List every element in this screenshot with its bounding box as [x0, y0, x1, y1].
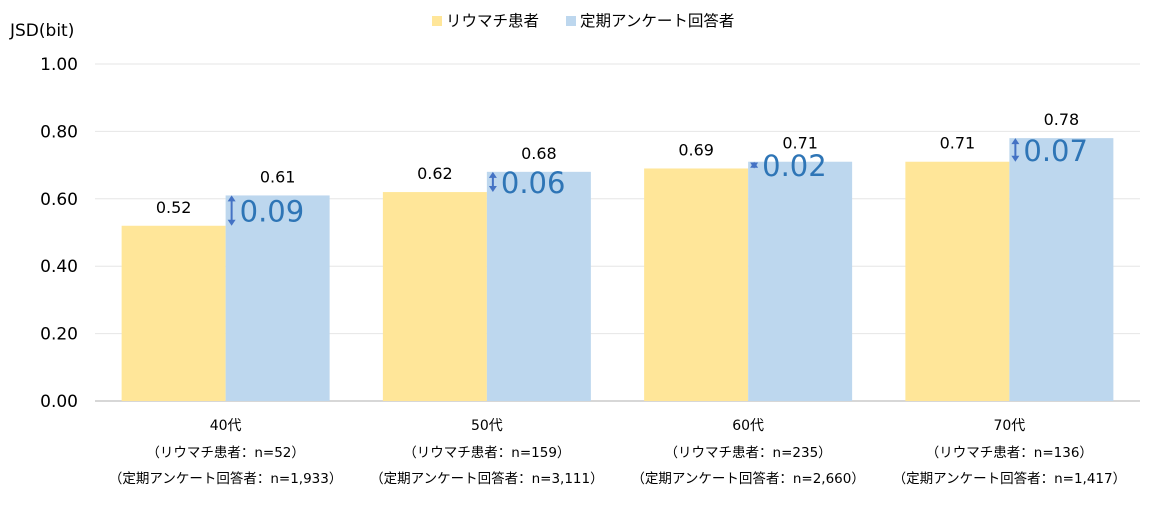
bar-rheumatoid [644, 168, 749, 401]
legend-label: 定期アンケート回答者 [580, 12, 734, 30]
x-tick-labels: 40代 （リウマチ患者：n=52） （定期アンケート回答者：n=1,933） 50代 （… [109, 418, 1126, 487]
difference-arrow-head-down [750, 162, 759, 169]
difference-arrow-head-down [488, 186, 497, 193]
y-tick-label: 1.00 [40, 55, 78, 75]
difference-arrow-head-down [1011, 155, 1020, 162]
x-tick-sublabel: （リウマチ患者：n=235） [665, 445, 832, 461]
data-label: 0.62 [417, 164, 453, 183]
data-label: 0.71 [940, 134, 976, 153]
y-tick-label: 0.60 [40, 190, 78, 210]
legend-swatch [566, 16, 576, 26]
x-tick-sublabel: （定期アンケート回答者：n=1,933） [109, 470, 342, 487]
y-tick-label: 0.00 [40, 392, 78, 412]
data-labels: 0.52 0.61 0.62 0.68 0.69 0.71 0.71 0.78 [156, 110, 1079, 217]
data-label: 0.71 [782, 134, 818, 153]
x-tick-sublabel: （定期アンケート回答者：n=3,111） [370, 470, 603, 487]
x-tick-label: 40代 [210, 418, 242, 434]
bar-rheumatoid [905, 161, 1010, 401]
legend: リウマチ患者 定期アンケート回答者 [432, 12, 734, 30]
difference-value: 0.09 [240, 195, 305, 229]
difference-arrow-head-up [227, 195, 236, 202]
data-label: 0.61 [260, 167, 296, 186]
difference-arrow-head-up [488, 171, 497, 178]
x-tick-sublabel: （リウマチ患者：n=136） [926, 445, 1093, 461]
legend-label: リウマチ患者 [446, 12, 539, 30]
x-tick-sublabel: （リウマチ患者：n=159） [403, 445, 570, 461]
difference-value: 0.07 [1023, 134, 1088, 168]
x-tick-label: 50代 [471, 418, 503, 434]
difference-annotations: 0.09 0.06 0.02 0.07 [227, 134, 1088, 229]
x-tick-label: 70代 [993, 418, 1025, 434]
difference-arrow-head-down [227, 219, 236, 226]
data-label: 0.68 [521, 144, 557, 163]
data-label: 0.78 [1044, 110, 1080, 129]
bar-survey [1009, 138, 1114, 401]
y-tick-label: 0.20 [40, 325, 78, 345]
bar-survey [486, 171, 591, 401]
difference-value: 0.02 [762, 149, 827, 183]
legend-swatch [432, 16, 442, 26]
y-axis-label: JSD(bit) [9, 21, 74, 41]
x-tick-sublabel: （定期アンケート回答者：n=2,660） [631, 470, 864, 487]
bar-survey [748, 161, 853, 401]
difference-arrow-head-up [1011, 138, 1020, 145]
bar-rheumatoid [382, 192, 487, 401]
data-label: 0.52 [156, 198, 192, 217]
y-tick-labels: 0.00 0.20 0.40 0.60 0.80 1.00 [40, 55, 78, 412]
y-tick-label: 0.40 [40, 257, 78, 277]
bar-rheumatoid [121, 225, 226, 401]
x-tick-sublabel: （定期アンケート回答者：n=1,417） [893, 470, 1126, 487]
y-tick-label: 0.80 [40, 122, 78, 142]
difference-value: 0.06 [501, 166, 566, 200]
bar-survey [225, 195, 330, 401]
x-tick-sublabel: （リウマチ患者：n=52） [146, 445, 305, 461]
x-tick-label: 60代 [732, 418, 764, 434]
data-label: 0.69 [678, 140, 714, 159]
bars [121, 138, 1114, 401]
